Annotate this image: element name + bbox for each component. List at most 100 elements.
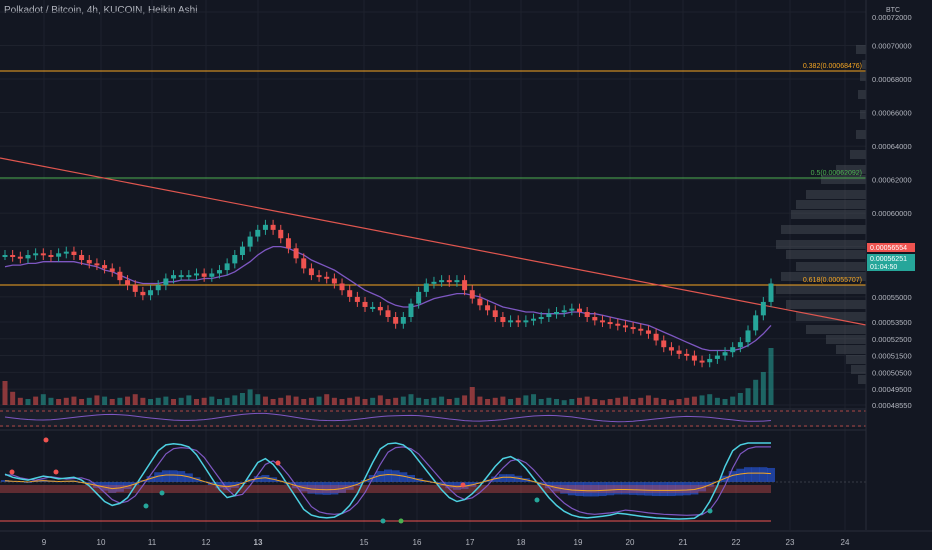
profile-bar (862, 60, 866, 69)
oscillator-pane: 100.0000000050.000000000.00000000-50.000… (0, 429, 924, 526)
time-tick: 17 (466, 538, 475, 547)
osc-dot (380, 518, 386, 524)
volume-bar (668, 400, 674, 405)
candle (653, 333, 659, 341)
volume-bar (523, 395, 529, 405)
profile-bar (836, 345, 866, 354)
volume-bar (117, 397, 123, 405)
volume-bar (431, 397, 437, 405)
candle (293, 248, 299, 259)
osc-histogram-bar (759, 467, 768, 482)
profile-bar (860, 72, 866, 81)
profile-bar (781, 272, 866, 281)
volume-bar (331, 397, 337, 405)
axis-bg (866, 0, 932, 550)
profile-bar (858, 375, 866, 384)
osc-histogram-bar (215, 482, 224, 489)
osc-histogram-bar (184, 473, 193, 482)
candle (508, 320, 514, 323)
profile-bar (850, 150, 866, 159)
rsi-line (4, 412, 772, 423)
volume-bar (745, 388, 751, 405)
profile-bar (851, 365, 866, 374)
osc-histogram-bar (146, 476, 155, 482)
ema-line (4, 245, 772, 352)
candle (561, 310, 567, 313)
volume-bar (370, 397, 376, 405)
osc-histogram-bar (583, 482, 592, 497)
volume-bar (477, 396, 483, 405)
osc-histogram-bar (169, 470, 178, 482)
volume-bar (79, 399, 85, 405)
fib-levels[interactable]: 0.382(0.00068476) 0.5(0.00062092) 0.618(0.… (0, 63, 866, 286)
candle (148, 290, 154, 296)
price-tick: 0.00060000 (872, 209, 912, 218)
time-axis[interactable]: 9 10 11 12 13 15 16 17 18 19 20 21 22 23 24 (0, 530, 932, 550)
price-tick: 0.00048550 (872, 401, 912, 410)
volume-bar (699, 395, 705, 405)
volume-bar (94, 395, 100, 405)
volume-profile (776, 45, 866, 384)
candle (439, 280, 445, 283)
volume-bar (71, 396, 77, 405)
candle (224, 263, 230, 271)
profile-bar (781, 225, 866, 234)
volume-bar (615, 397, 621, 405)
osc-histogram-bar (345, 482, 354, 490)
candle (48, 255, 54, 258)
profile-bar (836, 165, 866, 174)
time-tick: 9 (42, 538, 47, 547)
time-tick: 20 (626, 538, 635, 547)
price-badge-text: 01:04:50 (870, 264, 897, 271)
candle (255, 229, 261, 237)
volume-bar (232, 395, 238, 405)
osc-histogram-bar (100, 482, 109, 491)
price-tick: 0.00050500 (872, 368, 912, 377)
candle (500, 317, 506, 323)
candle (331, 278, 337, 284)
volume-bar (622, 396, 628, 405)
candle (86, 260, 92, 264)
volume-bar (339, 399, 345, 405)
candle (408, 303, 414, 318)
candle (423, 283, 429, 292)
candle (301, 258, 307, 269)
profile-bar (856, 45, 866, 54)
profile-bar (806, 190, 866, 199)
candle (622, 325, 628, 328)
candle (370, 306, 376, 309)
gridlines (0, 0, 866, 530)
candle (492, 310, 498, 318)
time-tick: 22 (732, 538, 741, 547)
candle (10, 255, 16, 258)
volume-bar (140, 397, 146, 405)
volume-bar (25, 399, 31, 405)
candle (385, 310, 391, 318)
candle (699, 360, 705, 363)
volume-bar (607, 399, 613, 405)
osc-signal-line (5, 446, 771, 516)
volume-bar (753, 379, 759, 405)
volume-bar (63, 397, 69, 405)
candle (661, 340, 667, 348)
currency-label: BTC (886, 7, 900, 14)
trendline[interactable] (0, 157, 867, 326)
osc-histogram-bar (307, 482, 316, 494)
volume-bar (538, 399, 544, 405)
volume-bar (508, 399, 514, 405)
candle (239, 246, 245, 256)
price-tick: 0.00064000 (872, 142, 912, 151)
volume-bar (362, 399, 368, 405)
candle (768, 283, 774, 302)
osc-histogram-bar (590, 482, 599, 497)
candle (416, 291, 422, 304)
volume-bar (125, 396, 131, 405)
volume-bar (270, 399, 276, 405)
volume-bar (569, 399, 575, 405)
candle (515, 320, 521, 323)
candle (645, 330, 651, 334)
volume-bar (439, 396, 445, 405)
volume-bar (178, 397, 184, 405)
